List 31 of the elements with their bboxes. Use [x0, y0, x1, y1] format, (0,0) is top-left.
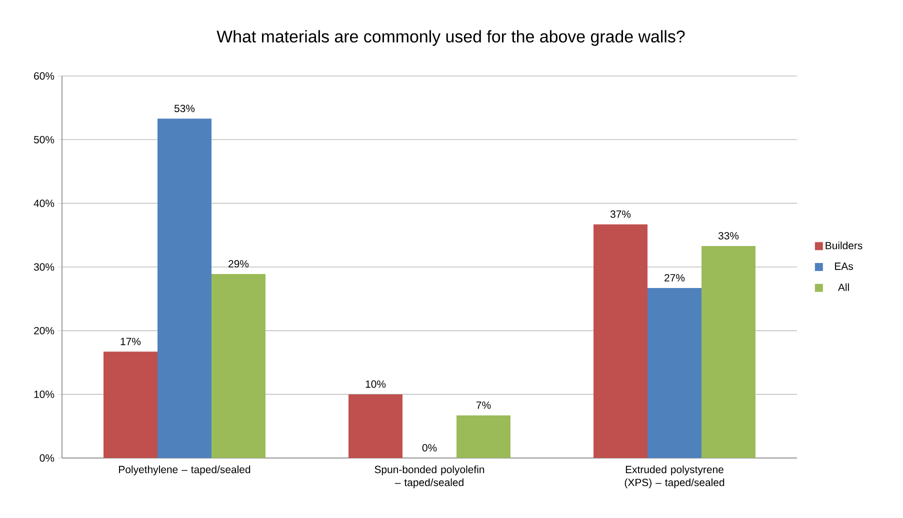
x-tick-label: Polyethylene – taped/sealed — [119, 466, 250, 476]
x-tick-label: Spun-bonded polyolefin – taped/sealed — [374, 466, 484, 488]
x-tick-label: Extruded polystyrene (XPS) – taped/sealed — [624, 466, 724, 488]
bar — [456, 415, 511, 458]
data-label: 0% — [422, 444, 437, 452]
data-label: 27% — [664, 274, 685, 282]
y-tick-label: 20% — [34, 326, 54, 334]
y-tick-label: 0% — [40, 454, 54, 462]
bar — [348, 394, 403, 458]
y-tick-label: 50% — [34, 136, 54, 144]
bar — [702, 246, 756, 458]
data-label: 37% — [610, 210, 631, 218]
bar — [212, 274, 266, 458]
y-tick-label: 40% — [34, 200, 54, 208]
y-tick-label: 10% — [34, 390, 54, 398]
legend-label: Builders — [826, 242, 862, 250]
y-tick-label: 30% — [34, 263, 54, 271]
data-label: 33% — [718, 232, 739, 240]
legend-label: EAs — [835, 262, 853, 270]
chart-title: What materials are commonly used for the above grade walls? — [216, 30, 685, 46]
data-label: 53% — [174, 104, 195, 112]
bar — [594, 224, 648, 458]
data-label: 29% — [228, 260, 249, 268]
bar — [648, 288, 702, 458]
bar — [158, 118, 212, 458]
legend-label: All — [838, 283, 849, 291]
data-label: 10% — [366, 380, 386, 388]
y-tick-label: 60% — [34, 72, 54, 80]
data-label: 17% — [120, 338, 141, 346]
bar — [104, 352, 158, 458]
data-label: 7% — [476, 402, 491, 409]
